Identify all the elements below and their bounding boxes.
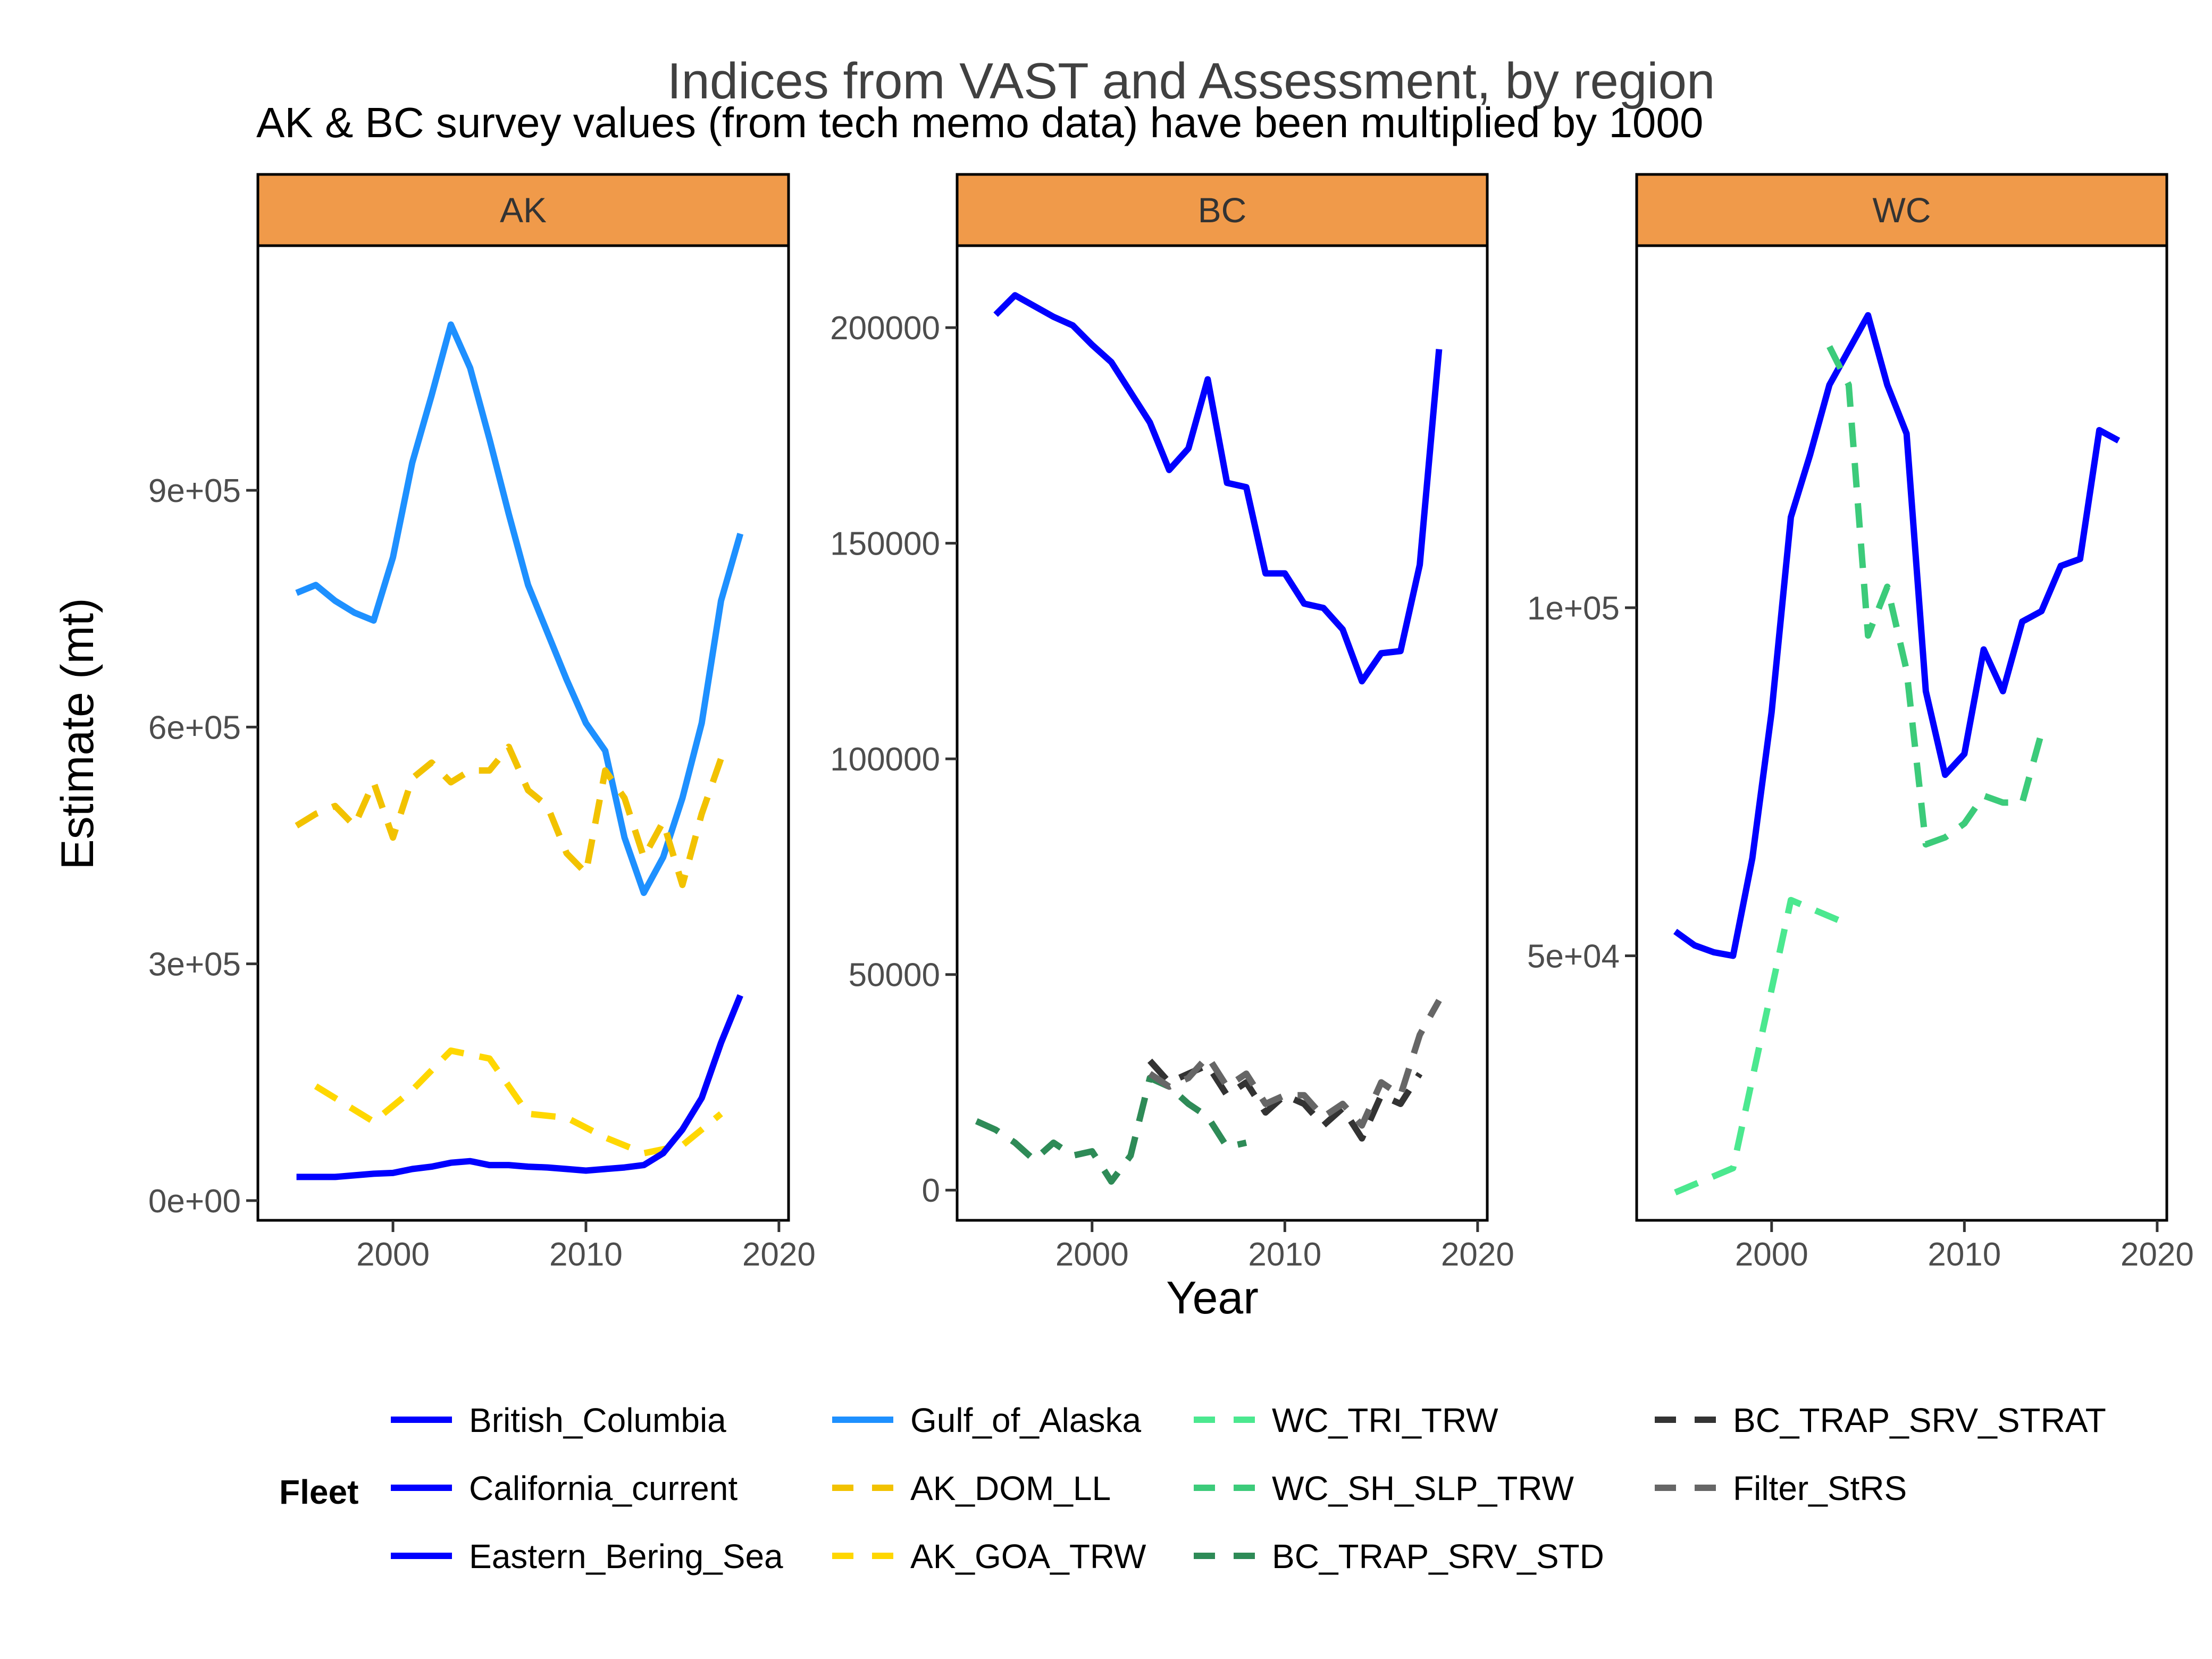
x-tick-label: 2010 <box>549 1236 623 1273</box>
series-line-ak-dom-ll <box>295 743 724 889</box>
plot-area-bc <box>956 244 1489 1222</box>
y-axis-label: Estimate (mt) <box>52 598 103 869</box>
series-line-wc-sh-slp-trw <box>1826 345 2045 848</box>
x-axis-label: Year <box>1166 1272 1259 1323</box>
legend-label-california-current: California_current <box>469 1469 738 1507</box>
y-tick-label: 150000 <box>830 526 940 563</box>
x-tick-label: 2020 <box>2121 1236 2194 1273</box>
strip-label-wc: WC <box>1873 190 1931 230</box>
chart-title: Indices from VAST and Assessment, by reg… <box>667 53 1715 110</box>
facet-panels: AK 2000 2010 2020 0e+00 3e+05 6e+05 9e+05 BC 2000… <box>148 173 2194 1273</box>
strip-label-ak: AK <box>500 190 547 230</box>
legend-label-bc-trap-srv-std: BC_TRAP_SRV_STD <box>1272 1537 1604 1576</box>
chart-subtitle: AK & BC survey values (from tech memo da… <box>256 99 1703 146</box>
legend-label-wc-sh-slp-trw: WC_SH_SLP_TRW <box>1272 1469 1574 1507</box>
series-line-bc-trap-srv-std <box>975 1075 1247 1185</box>
panel-ak: AK 2000 2010 2020 0e+00 3e+05 6e+05 9e+05 <box>148 173 816 1273</box>
strip-ak <box>256 173 790 247</box>
x-tick-label: 2010 <box>1928 1236 2001 1273</box>
y-tick-label: 100000 <box>830 741 940 778</box>
x-tick-label: 2000 <box>356 1236 430 1273</box>
series-line-ak-goa-trw <box>314 1047 723 1157</box>
strip-label-bc: BC <box>1198 190 1247 230</box>
series-line-wc-tri-trw <box>1674 896 1850 1196</box>
series-line-british-columbia <box>993 292 1443 685</box>
y-tick-label: 0 <box>922 1172 940 1209</box>
legend-label-wc-tri-trw: WC_TRI_TRW <box>1272 1401 1498 1439</box>
x-tick-label: 2000 <box>1055 1236 1129 1273</box>
x-tick-label: 2020 <box>1441 1236 1514 1273</box>
legend-label-filter-strs: Filter_StRS <box>1733 1469 1907 1507</box>
legend-label-ak-goa-trw: AK_GOA_TRW <box>910 1537 1146 1576</box>
legend-label-eastern-bering-sea: Eastern_Bering_Sea <box>469 1537 783 1576</box>
panel-wc: WC 2000 2010 2020 5e+04 1e+05 <box>1527 173 2194 1273</box>
legend-title: Fleet <box>279 1473 358 1511</box>
panel-bc: BC 2000 2010 2020 0 50000 100000 150000 200000 <box>830 173 1514 1273</box>
x-tick-label: 2020 <box>742 1236 816 1273</box>
y-tick-label: 3e+05 <box>148 946 241 983</box>
y-tick-label: 9e+05 <box>148 473 241 509</box>
series-line-gulf-of-alaska <box>295 321 744 896</box>
y-tick-label: 5e+04 <box>1527 938 1620 975</box>
series-line-california-current <box>1673 312 2121 959</box>
x-tick-label: 2010 <box>1248 1236 1321 1273</box>
legend-label-british-columbia: British_Columbia <box>469 1401 726 1439</box>
y-tick-label: 50000 <box>849 957 940 994</box>
y-tick-label: 1e+05 <box>1527 590 1620 627</box>
legend-label-bc-trap-srv-strat: BC_TRAP_SRV_STRAT <box>1733 1401 2106 1439</box>
plot-area-ak <box>256 244 790 1222</box>
series-line-eastern-bering-sea <box>296 994 743 1180</box>
y-tick-label: 200000 <box>830 310 940 347</box>
y-tick-label: 6e+05 <box>148 709 241 746</box>
series-line-filter-strs <box>1148 999 1442 1129</box>
x-tick-label: 2000 <box>1735 1236 1808 1273</box>
y-tick-label: 0e+00 <box>148 1183 241 1220</box>
plot-area-wc <box>1635 244 2168 1222</box>
legend-label-ak-dom-ll: AK_DOM_LL <box>910 1469 1111 1507</box>
legend-label-gulf-of-alaska: Gulf_of_Alaska <box>910 1401 1141 1439</box>
legend: Fleet British_Columbia California_current… <box>279 1401 2106 1576</box>
